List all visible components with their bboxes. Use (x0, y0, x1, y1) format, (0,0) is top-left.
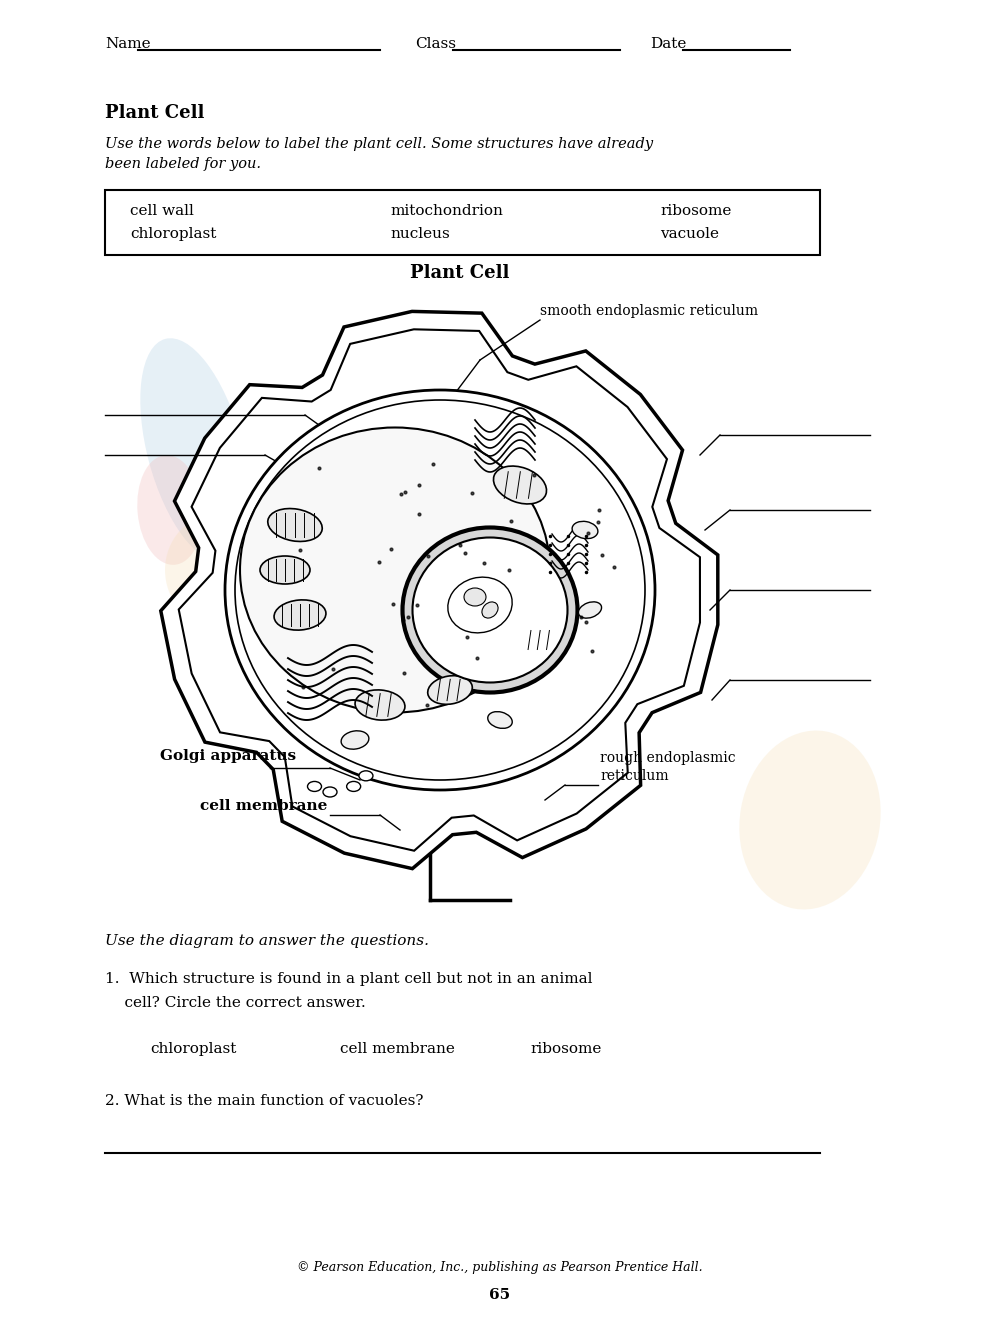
Text: rough endoplasmic
reticulum: rough endoplasmic reticulum (600, 751, 736, 783)
Ellipse shape (225, 389, 655, 789)
Text: chloroplast: chloroplast (130, 227, 216, 241)
Text: chloroplast: chloroplast (150, 1042, 236, 1057)
Text: Name: Name (105, 37, 151, 51)
Ellipse shape (488, 711, 512, 728)
Text: vacuole: vacuole (660, 227, 719, 241)
Text: Use the diagram to answer the questions.: Use the diagram to answer the questions. (105, 934, 429, 948)
Text: cell membrane: cell membrane (200, 799, 327, 813)
Text: 1.  Which structure is found in a plant cell but not in an animal: 1. Which structure is found in a plant c… (105, 971, 592, 986)
Text: cell wall: cell wall (130, 203, 194, 218)
Ellipse shape (359, 771, 373, 781)
Text: 2. What is the main function of vacuoles?: 2. What is the main function of vacuoles… (105, 1094, 424, 1108)
Ellipse shape (341, 731, 369, 750)
Ellipse shape (165, 516, 265, 625)
Ellipse shape (428, 675, 472, 704)
Text: nucleus: nucleus (390, 227, 450, 241)
Ellipse shape (739, 731, 881, 909)
Ellipse shape (413, 537, 568, 683)
Text: smooth endoplasmic reticulum: smooth endoplasmic reticulum (540, 304, 758, 318)
Bar (105, 190, 820, 255)
Text: © Pearson Education, Inc., publishing as Pearson Prentice Hall.: © Pearson Education, Inc., publishing as… (297, 1261, 703, 1275)
Text: mitochondrion: mitochondrion (390, 203, 503, 218)
Text: 65: 65 (489, 1288, 511, 1302)
Text: Class: Class (415, 37, 456, 51)
Ellipse shape (274, 599, 326, 630)
Ellipse shape (347, 781, 361, 792)
Text: Plant Cell: Plant Cell (410, 264, 510, 282)
Ellipse shape (482, 602, 498, 618)
Text: Golgi apparatus: Golgi apparatus (160, 750, 296, 763)
Text: Use the words below to label the plant cell. Some structures have already: Use the words below to label the plant c… (105, 137, 653, 152)
Ellipse shape (268, 509, 322, 541)
Ellipse shape (260, 556, 310, 583)
Text: cell membrane: cell membrane (340, 1042, 455, 1057)
Text: Plant Cell: Plant Cell (105, 104, 204, 122)
Text: ribosome: ribosome (530, 1042, 601, 1057)
Text: Date: Date (650, 37, 686, 51)
Ellipse shape (140, 339, 250, 562)
Ellipse shape (448, 577, 512, 633)
Ellipse shape (493, 466, 547, 504)
Ellipse shape (240, 428, 550, 712)
Ellipse shape (521, 625, 559, 655)
Ellipse shape (402, 528, 578, 692)
Text: been labeled for you.: been labeled for you. (105, 157, 261, 171)
Ellipse shape (355, 690, 405, 720)
Ellipse shape (308, 781, 322, 792)
Ellipse shape (572, 521, 598, 538)
Polygon shape (161, 311, 718, 869)
Ellipse shape (323, 787, 337, 797)
Ellipse shape (578, 602, 602, 618)
Ellipse shape (137, 455, 203, 565)
Text: ribosome: ribosome (660, 203, 731, 218)
Ellipse shape (464, 587, 486, 606)
Text: cell? Circle the correct answer.: cell? Circle the correct answer. (105, 995, 366, 1010)
